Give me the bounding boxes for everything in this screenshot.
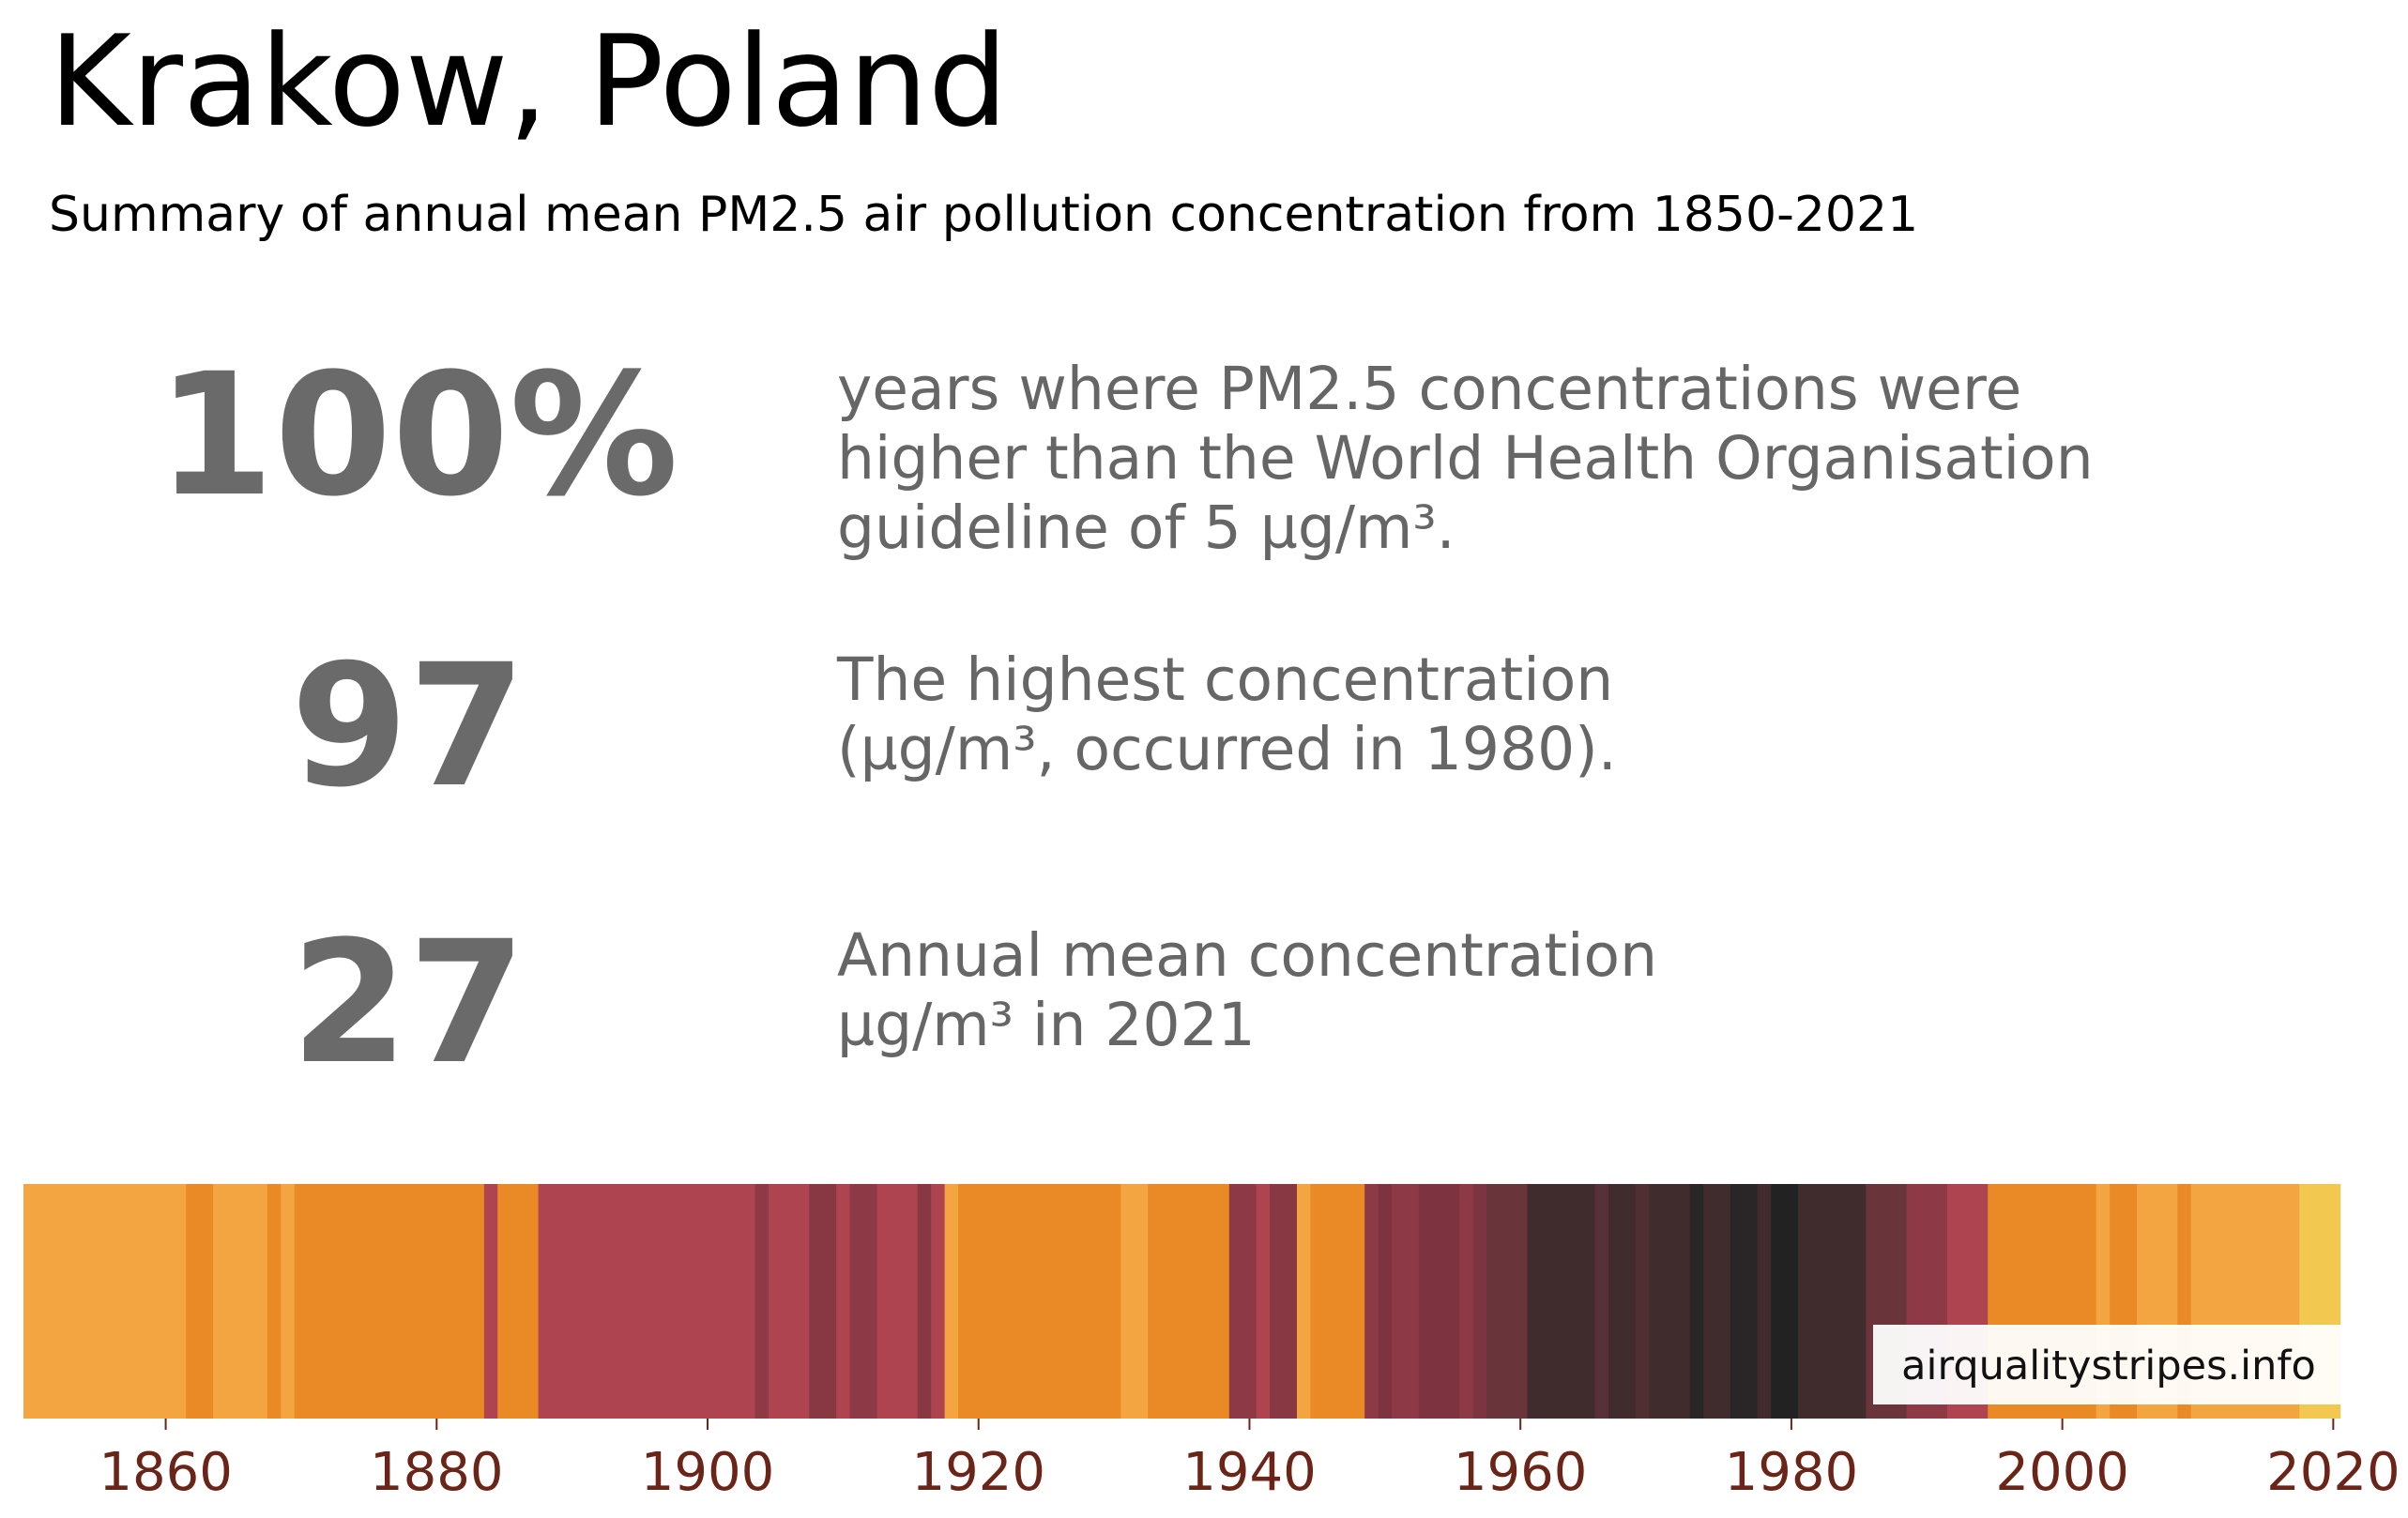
- x-axis-ticks: 1860 1880 1900 1920 1940 1960 1980 2000 2020: [99, 1419, 2400, 1503]
- stripes-group: [23, 1184, 2341, 1419]
- stat-current-line-1: Annual mean concentration: [837, 921, 1658, 990]
- stat-percent-line-2: higher than the World Health Organisatio…: [837, 424, 2094, 493]
- stripe-1870: [294, 1184, 485, 1419]
- stripe-1888: [538, 1184, 756, 1419]
- stripe-1951: [1392, 1184, 1420, 1419]
- stat-percent-line-1: years where PM2.5 concentrations were: [837, 355, 2022, 423]
- stripe-1884: [483, 1184, 498, 1419]
- stripe-1862: [186, 1184, 214, 1419]
- stripe-1908: [809, 1184, 837, 1419]
- stat-current-description: Annual mean concentration µg/m³ in 2021: [837, 921, 1657, 1060]
- stripe-1913: [876, 1184, 919, 1419]
- stripe-1942: [1270, 1184, 1298, 1419]
- stripe-1957: [1472, 1184, 1487, 1419]
- page-title: Krakow, Poland: [49, 8, 1009, 155]
- stripe-1869: [281, 1184, 296, 1419]
- stripe-1941: [1256, 1184, 1271, 1419]
- stripe-1919: [958, 1184, 1121, 1419]
- tick-label-1900: 1900: [641, 1442, 775, 1503]
- stripe-1885: [497, 1184, 540, 1419]
- stripe-1969: [1635, 1184, 1650, 1419]
- stripe-1933: [1148, 1184, 1230, 1419]
- stripe-1918: [944, 1184, 959, 1419]
- stripe-1864: [213, 1184, 268, 1419]
- stripe-1905: [768, 1184, 810, 1419]
- stripe-1911: [849, 1184, 878, 1419]
- stripe-1970: [1649, 1184, 1691, 1419]
- tick-label-1920: 1920: [911, 1442, 1045, 1503]
- stripe-1939: [1228, 1184, 1257, 1419]
- stripe-1976: [1730, 1184, 1759, 1419]
- stripe-1949: [1364, 1184, 1379, 1419]
- stripe-1961: [1527, 1184, 1596, 1419]
- tick-label-1880: 1880: [370, 1442, 504, 1503]
- stat-current-concentration: 27: [290, 905, 526, 1101]
- stripe-1956: [1459, 1184, 1474, 1419]
- stripe-1910: [836, 1184, 851, 1419]
- stripe-1974: [1703, 1184, 1731, 1419]
- stripe-1916: [917, 1184, 932, 1419]
- stripe-1978: [1757, 1184, 1772, 1419]
- stripe-1966: [1594, 1184, 1609, 1419]
- stripe-1953: [1418, 1184, 1460, 1419]
- stat-highest-description: The highest concentration (µg/m³, occurr…: [837, 645, 1617, 784]
- stripe-1850: [23, 1184, 187, 1419]
- stat-highest-concentration: 97: [290, 629, 526, 825]
- stripe-1917: [931, 1184, 946, 1419]
- stat-percent-description: years where PM2.5 concentrations were hi…: [837, 355, 2094, 563]
- stripe-1945: [1310, 1184, 1365, 1419]
- tick-label-1960: 1960: [1454, 1442, 1588, 1503]
- page-subtitle: Summary of annual mean PM2.5 air polluti…: [49, 187, 1919, 243]
- stripe-1967: [1608, 1184, 1637, 1419]
- stat-percent-above-guideline: 100%: [156, 338, 679, 534]
- tick-label-1940: 1940: [1182, 1442, 1317, 1503]
- stripe-1973: [1689, 1184, 1704, 1419]
- stat-highest-line-1: The highest concentration: [837, 645, 1614, 714]
- watermark-background: [1873, 1325, 2344, 1404]
- stripe-1931: [1120, 1184, 1149, 1419]
- tick-label-1980: 1980: [1725, 1442, 1859, 1503]
- watermark-box: airqualitystripes.info: [1873, 1325, 2344, 1404]
- stripe-1944: [1296, 1184, 1312, 1419]
- watermark-label: airqualitystripes.info: [1901, 1343, 2316, 1389]
- stripe-1981: [1798, 1184, 1867, 1419]
- stripe-1950: [1378, 1184, 1393, 1419]
- stripe-1868: [267, 1184, 282, 1419]
- stripe-1979: [1771, 1184, 1799, 1419]
- tick-label-2020: 2020: [2266, 1442, 2400, 1503]
- stripe-1958: [1486, 1184, 1528, 1419]
- stat-percent-line-3: guideline of 5 µg/m³.: [837, 493, 1455, 562]
- stat-current-line-2: µg/m³ in 2021: [837, 991, 1256, 1059]
- tick-label-1860: 1860: [99, 1442, 233, 1503]
- stat-highest-line-2: (µg/m³, occurred in 1980).: [837, 715, 1617, 783]
- stripe-1904: [754, 1184, 770, 1419]
- tick-label-2000: 2000: [1995, 1442, 2129, 1503]
